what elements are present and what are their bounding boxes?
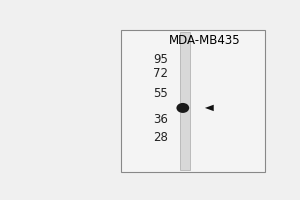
Ellipse shape bbox=[176, 103, 189, 113]
Text: MDA-MB435: MDA-MB435 bbox=[169, 34, 241, 47]
Text: 95: 95 bbox=[153, 53, 168, 66]
Text: 55: 55 bbox=[153, 87, 168, 100]
Polygon shape bbox=[205, 105, 214, 111]
Text: 28: 28 bbox=[153, 131, 168, 144]
Text: 72: 72 bbox=[153, 67, 168, 80]
Bar bbox=[181, 32, 190, 170]
Bar bbox=[121, 30, 266, 172]
Text: 36: 36 bbox=[153, 113, 168, 126]
